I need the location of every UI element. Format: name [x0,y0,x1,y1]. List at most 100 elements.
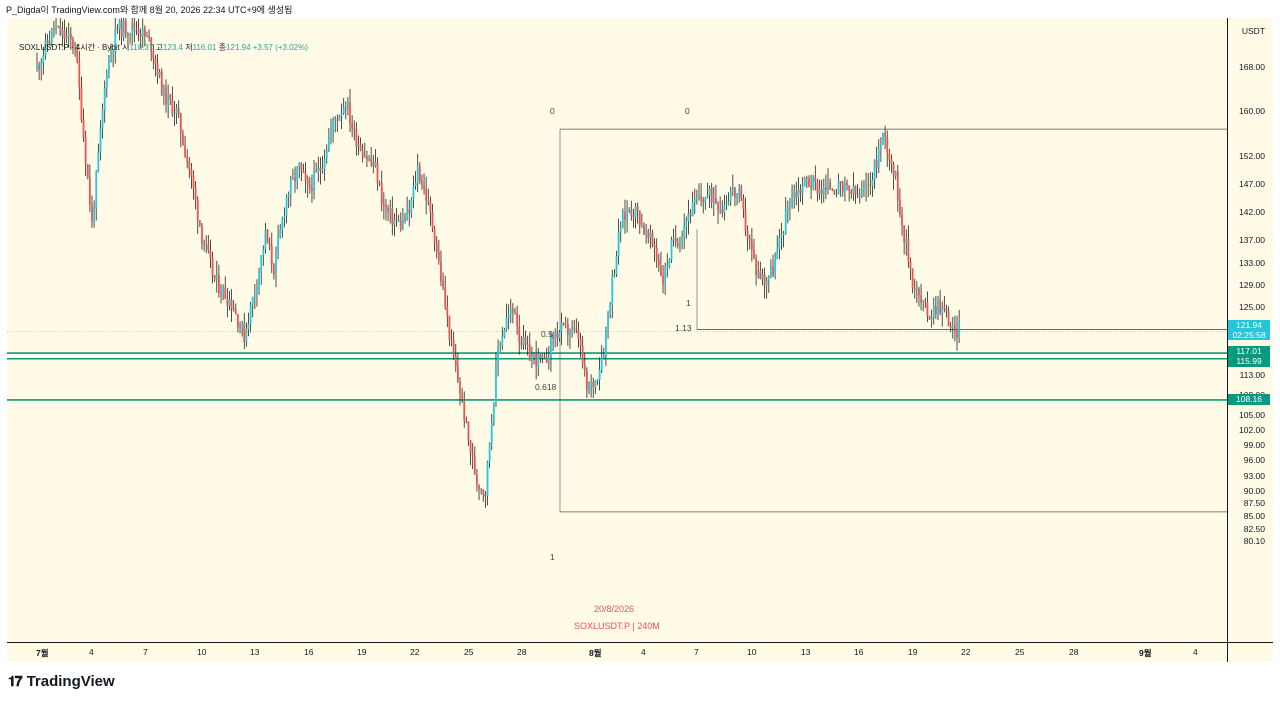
candle-49 [139,28,142,49]
candle-141 [334,116,337,133]
candle-269 [605,326,607,366]
fib-label-0-left: 0 [550,106,555,116]
level-badge-0: 117.01 [1228,346,1270,358]
candle-18 [74,41,76,57]
candle-311 [693,188,696,215]
candle-101 [249,301,252,333]
candle-56 [154,55,157,77]
candle-359 [795,181,798,206]
candle-391 [863,179,865,197]
candle-376 [831,188,834,192]
candle-282 [632,208,635,228]
candle-98 [243,313,246,350]
candle-176 [408,199,411,227]
candle-273 [613,269,616,278]
candle-66 [175,103,178,125]
candle-430 [945,304,948,318]
candle-114 [277,224,280,260]
candle-37 [114,18,117,64]
candle-413 [909,257,912,280]
price-tick-19: 82.50 [1243,523,1265,534]
candle-355 [786,200,789,224]
candle-279 [626,200,628,233]
candle-436 [958,309,961,344]
time-tick-9: 28 [517,647,527,657]
price-tick-17: 87.50 [1243,498,1265,509]
candle-70 [184,135,186,159]
time-tick-12: 7 [694,647,699,657]
candle-134 [319,157,322,185]
time-tick-16: 19 [908,647,918,657]
candle-170 [395,208,398,227]
candle-384 [848,185,851,202]
candle-223 [507,304,510,330]
countdown: 02:25:58 [1232,330,1266,341]
candle-368 [814,165,817,191]
candle-377 [833,189,836,195]
candle-52 [146,31,148,38]
candle-265 [596,379,599,386]
candle-329 [731,174,734,197]
candle-412 [907,225,910,268]
candle-388 [856,184,859,199]
candle-175 [406,196,409,221]
level-label-1-13: 1.13 [675,323,692,333]
chart-area[interactable]: 0 0 1 0.5 0.618 1 1.13 20/8/2026 SOXLUSD… [7,18,1227,642]
candle-272 [611,269,614,319]
candle-236 [535,340,538,380]
time-tick-18: 25 [1015,647,1025,657]
candle-218 [497,339,499,377]
candle-126 [302,163,305,174]
candle-57 [156,54,159,85]
candle-344 [763,267,766,299]
candle-235 [533,351,535,365]
candle-78 [201,223,203,250]
candle-113 [275,246,277,288]
candle-213 [486,460,489,506]
candle-139 [330,118,332,145]
candle-191 [440,250,442,287]
candle-400 [882,132,884,145]
candle-345 [765,277,768,299]
candle-326 [725,195,728,210]
legend-symbol: SOXLUSDT.P · 4시간 · Bybit [19,43,120,52]
candle-182 [421,174,423,190]
candle-422 [928,315,931,320]
candle-9 [55,18,57,35]
axis-corner [1227,642,1273,662]
candle-45 [131,18,134,45]
candle-142 [336,114,339,132]
candle-349 [774,252,777,280]
candle-432 [949,321,952,333]
candle-198 [454,343,457,372]
candle-225 [511,303,514,324]
time-axis[interactable]: 7월 4 7 10 13 16 19 22 25 28 8월 4 7 10 13 16 19 22 25 28 9월 4 [7,642,1227,662]
candle-328 [729,186,732,206]
level-badge-1: 115.99 [1228,355,1270,367]
candlestick-chart[interactable]: 0 0 1 0.5 0.618 1 1.13 20/8/2026 SOXLUSD… [7,18,1227,642]
candle-321 [715,184,717,204]
candle-146 [344,101,347,120]
chart-legend: SOXLUSDT.P · 4시간 · Bybit 시118.37 고123.4 … [19,42,308,53]
candle-360 [797,177,800,212]
candle-375 [829,178,832,190]
candle-128 [306,175,309,198]
time-tick-0: 7월 [36,648,49,658]
candle-374 [827,168,829,195]
time-tick-7: 22 [410,647,420,657]
price-tick-3: 147.00 [1239,179,1265,190]
candle-122 [294,166,296,193]
legend-close-label: 종 [218,43,227,52]
candle-46 [133,18,136,43]
candle-431 [947,306,950,327]
time-tick-14: 13 [801,647,811,657]
current-price-badge: 121.94 02:25:58 [1228,320,1270,341]
candle-32 [103,80,106,123]
candle-188 [433,225,436,252]
candle-270 [607,310,609,339]
price-tick-13: 99.00 [1243,440,1265,451]
candle-339 [753,238,755,260]
candle-316 [704,196,707,210]
candle-125 [300,162,303,182]
candle-338 [750,228,753,262]
